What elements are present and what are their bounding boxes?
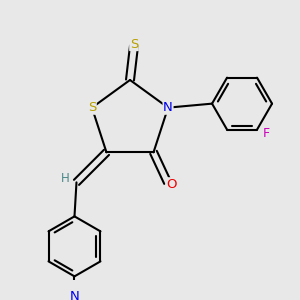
Text: F: F [262,127,269,140]
Text: S: S [130,38,138,50]
Text: O: O [166,178,177,191]
Text: N: N [163,101,173,114]
Text: H: H [61,172,70,185]
Text: N: N [70,290,80,300]
Text: S: S [88,101,96,114]
